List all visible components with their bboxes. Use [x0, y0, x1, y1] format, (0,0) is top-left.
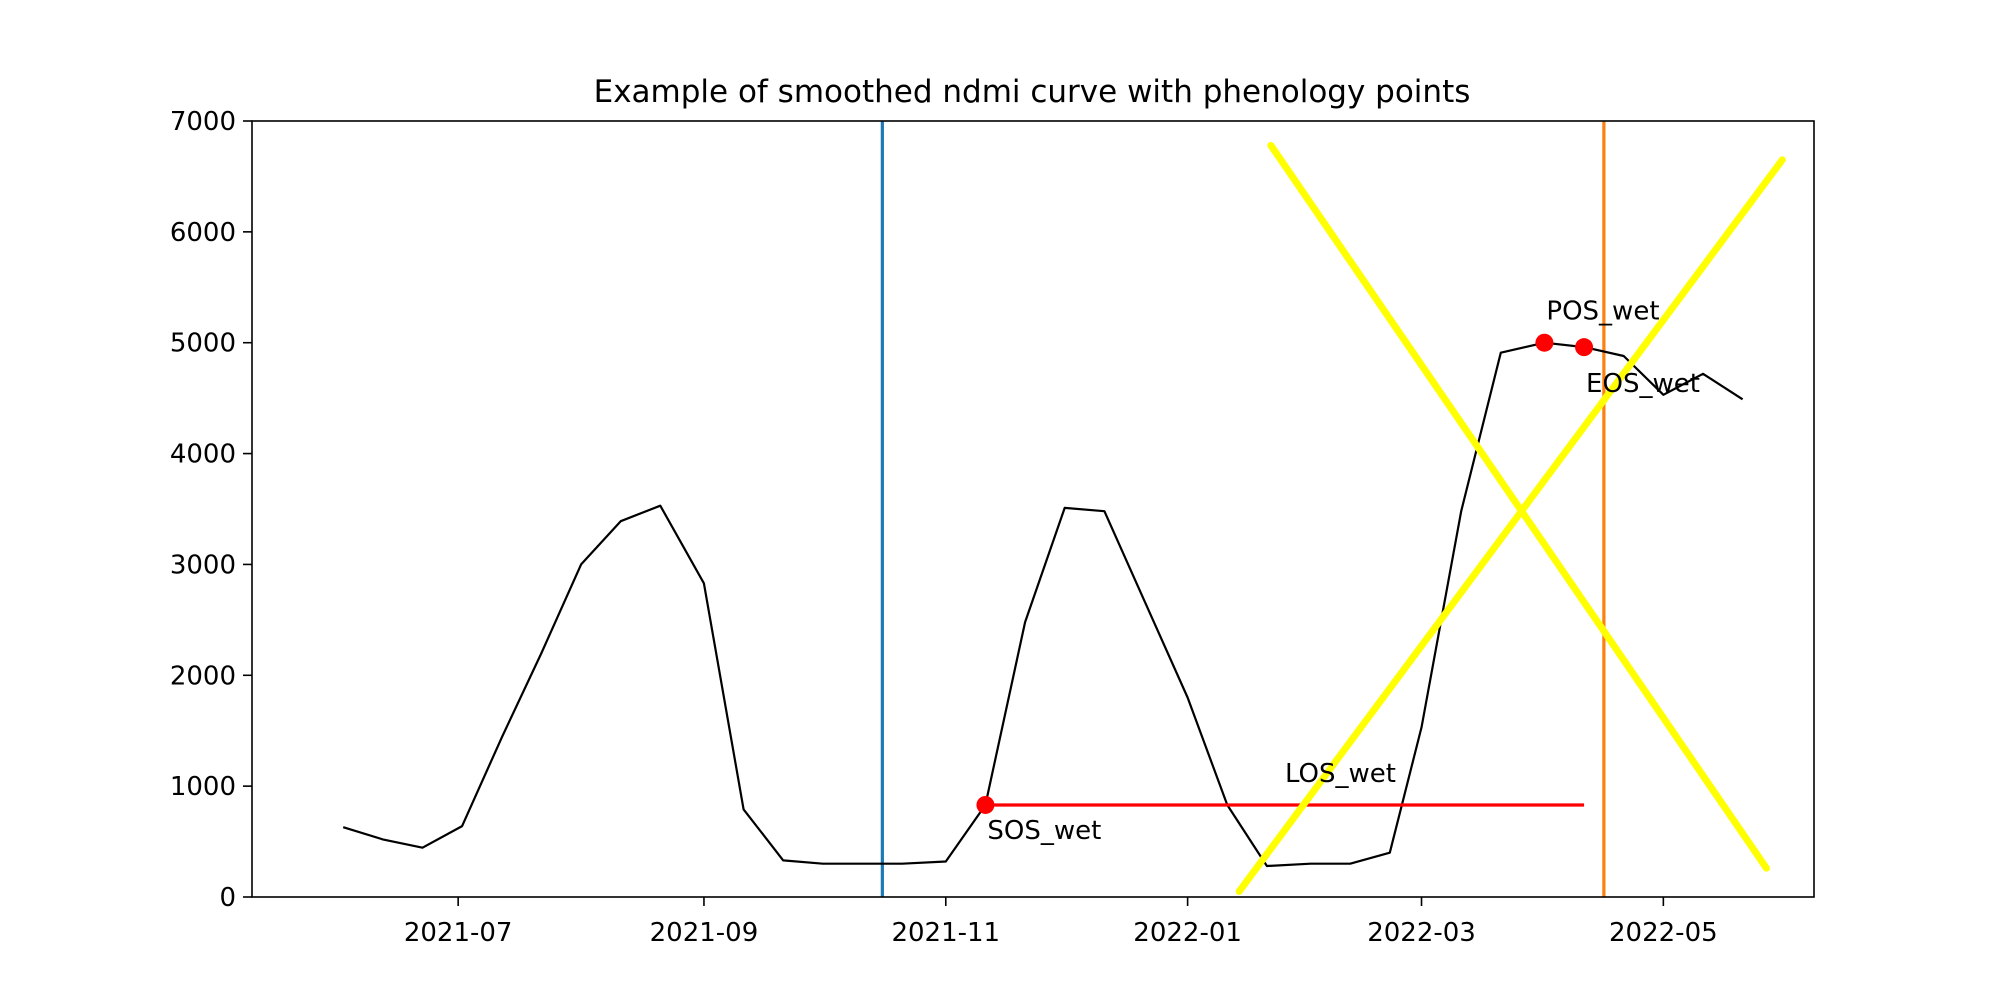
- x-tick-label-0: 2021-07: [404, 918, 513, 948]
- y-tick-label-2: 2000: [170, 661, 236, 691]
- annotation-sos-wet: SOS_wet: [987, 816, 1101, 846]
- plot-clipped-layer: [342, 121, 1744, 897]
- x-tick-label-4: 2022-03: [1367, 918, 1476, 948]
- x-tick-label-2: 2021-11: [891, 918, 1000, 948]
- x-tick-label-1: 2021-09: [650, 918, 759, 948]
- phenology-point-sos-wet: [976, 795, 995, 814]
- plot-area: SOS_wet POS_wet EOS_wet LOS_wet: [342, 121, 1786, 897]
- y-tick-label-4: 4000: [170, 440, 236, 470]
- y-tick-label-0: 0: [219, 883, 236, 913]
- x-tick-label-5: 2022-05: [1609, 918, 1718, 948]
- overlay-cross-line-1: [1267, 141, 1770, 872]
- y-tick-label-6: 6000: [170, 218, 236, 248]
- annotation-los-wet: LOS_wet: [1285, 759, 1396, 789]
- y-tick-label-7: 7000: [170, 107, 236, 137]
- series-line-0: [342, 341, 1744, 868]
- chart-title: Example of smoothed ndmi curve with phen…: [594, 74, 1471, 110]
- overlay-cross-line-0: [1235, 156, 1786, 895]
- axes-frame: [251, 120, 1815, 898]
- phenology-point-eos-wet: [1575, 338, 1594, 357]
- y-tick-label-5: 5000: [170, 329, 236, 359]
- x-tick-label-3: 2022-01: [1133, 918, 1242, 948]
- axes: 0 1000 2000 3000 4000 5000 6000 7000 2021-07 2021…: [170, 107, 1815, 948]
- y-tick-label-1: 1000: [170, 772, 236, 802]
- annotation-pos-wet: POS_wet: [1546, 297, 1659, 327]
- annotation-eos-wet: EOS_wet: [1586, 369, 1700, 399]
- y-tick-label-3: 3000: [170, 550, 236, 580]
- phenology-point-pos-wet: [1535, 333, 1554, 352]
